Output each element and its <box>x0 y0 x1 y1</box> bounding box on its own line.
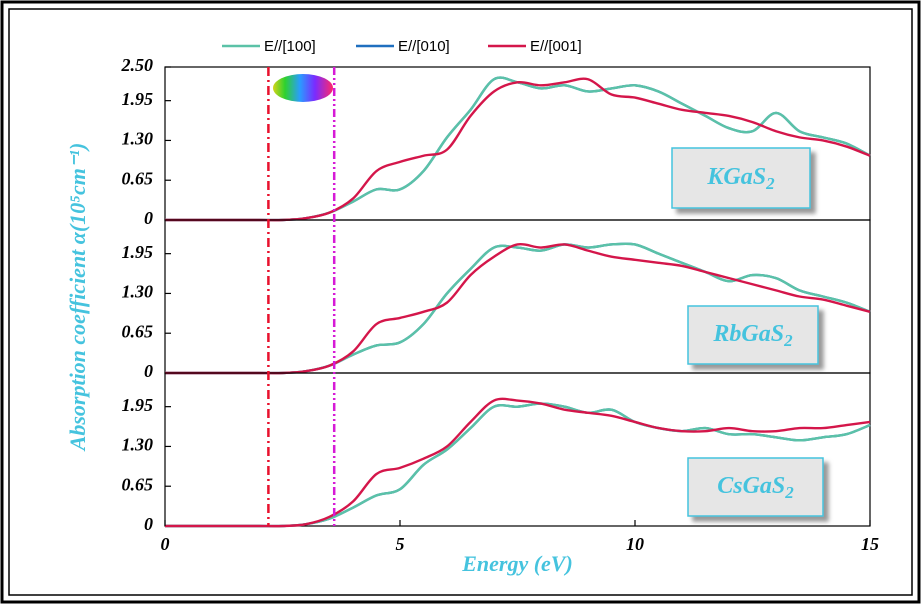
x-tick-label: 10 <box>626 534 644 554</box>
series-line <box>165 397 871 528</box>
panel-label: KGaS2 <box>706 164 775 193</box>
y-tick-label: 0 <box>144 208 153 228</box>
panel-label-box <box>687 457 824 517</box>
y-tick-label: 1.95 <box>122 89 154 109</box>
y-tick-label: 0 <box>144 514 153 534</box>
legend-label: E//[010] <box>398 38 450 55</box>
y-tick-label: 0 <box>144 361 153 381</box>
panel-label: CsGaS2 <box>717 473 794 502</box>
panel-label-box <box>687 305 819 365</box>
y-tick-label: 1.30 <box>122 129 154 149</box>
legend-label: E//[100] <box>264 38 316 55</box>
panel-label-main: RbGaS <box>712 321 784 347</box>
decorative-ellipse <box>273 74 333 102</box>
inner-frame <box>8 8 913 596</box>
y-tick-label: 1.95 <box>122 242 154 262</box>
y-tick-label: 1.30 <box>122 282 154 302</box>
y-tick-label: 2.50 <box>121 55 154 75</box>
x-tick-label: 0 <box>161 534 170 554</box>
y-tick-label: 1.30 <box>122 435 154 455</box>
panel-label-main: KGaS <box>706 164 766 190</box>
y-tick-label: 1.95 <box>122 395 154 415</box>
panel-label-subscript: 2 <box>783 331 793 350</box>
panel-label-subscript: 2 <box>784 483 794 502</box>
x-axis-label: Energy (eV) <box>461 551 573 576</box>
y-tick-label: 0.65 <box>122 168 154 188</box>
panel-label: RbGaS2 <box>712 321 793 350</box>
legend-label: E//[001] <box>530 38 582 55</box>
y-tick-label: 0.65 <box>122 474 154 494</box>
panel-label-box <box>671 147 811 209</box>
x-tick-label: 5 <box>396 534 405 554</box>
y-axis-label: Absorption coefficient α(10⁵cm⁻¹) <box>65 143 90 453</box>
panel-label-subscript: 2 <box>765 174 775 193</box>
x-tick-label: 15 <box>861 534 879 554</box>
panel-label-main: CsGaS <box>717 473 785 499</box>
y-tick-label: 0.65 <box>122 321 154 341</box>
panel-frame <box>164 372 871 527</box>
